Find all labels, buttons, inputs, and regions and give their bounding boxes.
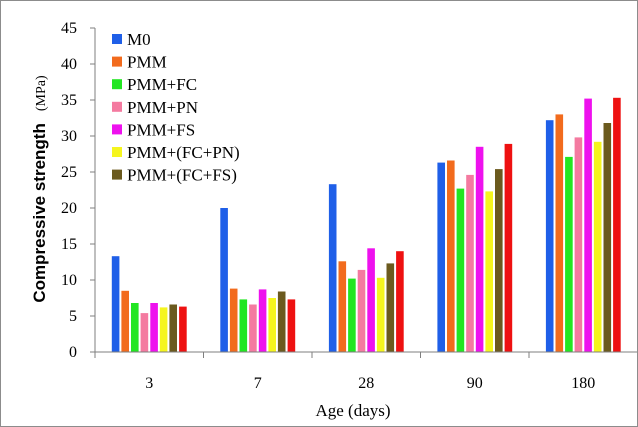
y-tick-label-45: 45 <box>61 20 77 37</box>
svg-text:Compressive strength (: Compressive strength (MPa) <box>30 75 49 303</box>
bar-m0-28 <box>328 184 337 352</box>
bar-series-8-7 <box>287 299 296 352</box>
x-tick-label-90: 90 <box>467 375 483 392</box>
bar-pmm-fc-fs--90 <box>495 169 503 352</box>
x-tick-label-28: 28 <box>358 375 374 392</box>
legend-swatch-pmm-fs <box>112 124 122 135</box>
bar-pmm-3 <box>121 290 129 352</box>
bar-pmm-pn-7 <box>249 304 257 352</box>
bar-pmm-90 <box>447 160 455 352</box>
axes-group: 05101520253035404537289018036 <box>61 20 637 392</box>
y-axis-title: Compressive strength <box>30 123 49 303</box>
bar-m0-180 <box>545 120 554 352</box>
x-tick-label-3: 3 <box>145 375 153 392</box>
y-tick-label-20: 20 <box>61 200 77 217</box>
legend-swatch-pmm-fc-pn- <box>112 147 122 157</box>
bar-pmm-fc-pn--7 <box>268 298 276 352</box>
bar-m0-90 <box>437 162 445 352</box>
bar-pmm-7 <box>229 288 238 352</box>
bar-pmm-fc-180 <box>565 156 573 352</box>
bar-pmm-fc-3 <box>131 303 139 352</box>
legend-label-pmm-fs: PMM+FS <box>127 120 195 139</box>
bar-m0-3 <box>111 256 120 352</box>
bar-pmm-pn-3 <box>140 313 149 352</box>
y-axis-unit: (MPa) <box>34 75 49 111</box>
y-tick-label-30: 30 <box>61 128 77 145</box>
bar-pmm-fc-pn--180 <box>593 141 602 352</box>
bar-pmm-fs-7 <box>258 289 267 352</box>
bar-pmm-fc-fs--28 <box>386 263 395 352</box>
legend-label-pmm: PMM <box>127 53 167 72</box>
bar-pmm-pn-28 <box>357 269 366 352</box>
bar-series-8-3 <box>179 306 187 352</box>
bar-pmm-180 <box>555 114 564 353</box>
bar-series-8-90 <box>504 143 513 352</box>
y-axis-title-group: Compressive strength (MPa) <box>30 75 49 303</box>
y-tick-label-10: 10 <box>61 272 77 289</box>
bar-pmm-fs-180 <box>584 98 592 352</box>
bars-group <box>111 97 621 353</box>
x-axis-title: Age (days) <box>315 401 390 420</box>
legend-swatch-pmm-fc <box>112 79 122 90</box>
x-tick-label-180: 180 <box>571 375 595 392</box>
bar-pmm-fc-pn--90 <box>485 191 493 352</box>
y-tick-label-5: 5 <box>69 308 77 325</box>
bar-pmm-fc-7 <box>239 299 248 352</box>
bar-pmm-fc-pn--28 <box>376 277 385 352</box>
x-tick-label-7: 7 <box>254 375 262 392</box>
bar-series-8-28 <box>396 251 404 352</box>
bar-pmm-pn-90 <box>466 174 474 352</box>
legend-swatch-pmm-pn <box>112 101 122 112</box>
bar-pmm-28 <box>338 261 347 352</box>
legend-swatch-pmm <box>112 56 122 67</box>
legend-label-pmm-fc-fs-: PMM+(FC+FS) <box>127 166 237 185</box>
legend-label-pmm-fc-pn-: PMM+(FC+PN) <box>127 143 240 162</box>
bar-pmm-fs-90 <box>475 146 484 352</box>
legend-swatch-m0 <box>112 34 122 44</box>
legend-label-pmm-pn: PMM+PN <box>127 98 198 117</box>
bar-m0-7 <box>220 208 228 352</box>
legend: M0 PMM PMM+FC PMM+PN PMM+FS PMM+(FC+PN) PMM+(F… <box>112 30 240 185</box>
legend-label-pmm-fc: PMM+FC <box>127 75 197 94</box>
bar-pmm-pn-180 <box>574 137 583 352</box>
y-tick-label-25: 25 <box>61 164 77 181</box>
bar-series-8-180 <box>613 97 621 352</box>
y-tick-label-15: 15 <box>61 236 77 253</box>
bar-pmm-fc-fs--180 <box>603 123 612 352</box>
bar-pmm-fc-28 <box>348 278 356 352</box>
legend-swatch-pmm-fc-fs- <box>112 169 122 180</box>
y-tick-label-40: 40 <box>61 56 77 73</box>
legend-label-m0: M0 <box>127 30 151 49</box>
bar-pmm-fc-fs--7 <box>277 291 286 352</box>
bar-pmm-fc-fs--3 <box>169 304 177 352</box>
bar-pmm-fc-pn--3 <box>159 307 168 352</box>
y-tick-label-0: 0 <box>69 344 77 361</box>
bar-pmm-fc-90 <box>456 188 465 352</box>
bar-pmm-fs-28 <box>367 248 375 352</box>
bar-pmm-fs-3 <box>150 303 158 352</box>
y-tick-label-35: 35 <box>61 92 77 109</box>
